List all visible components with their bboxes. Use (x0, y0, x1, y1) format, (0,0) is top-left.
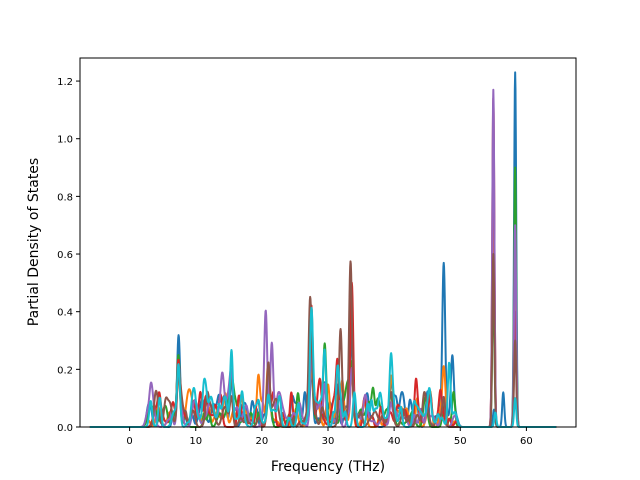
x-tick-label: 0 (126, 436, 132, 447)
y-axis-label: Partial Density of States (26, 158, 42, 326)
y-tick-label: 1.0 (57, 135, 73, 146)
x-tick-label: 20 (255, 436, 268, 447)
y-tick-label: 0.2 (57, 365, 73, 376)
x-tick-label: 50 (454, 436, 467, 447)
y-tick-label: 0.8 (57, 192, 73, 203)
y-tick-label: 0.4 (57, 308, 73, 319)
x-tick-label: 30 (322, 436, 335, 447)
series-layer (89, 71, 557, 428)
axes-frame (79, 57, 577, 428)
y-tick-label: 0.6 (57, 250, 73, 261)
y-tick-label: 1.2 (57, 77, 73, 88)
y-tick-label: 0.0 (57, 423, 73, 434)
x-tick-label: 60 (520, 436, 533, 447)
x-tick-label: 40 (388, 436, 401, 447)
x-tick-label: 10 (189, 436, 202, 447)
x-axis-ticks: 0 10 20 30 40 50 60 (126, 427, 533, 447)
y-axis-ticks: 0.0 0.2 0.4 0.6 0.8 1.0 1.2 (57, 77, 80, 434)
x-axis-label: Frequency (THz) (271, 459, 385, 475)
